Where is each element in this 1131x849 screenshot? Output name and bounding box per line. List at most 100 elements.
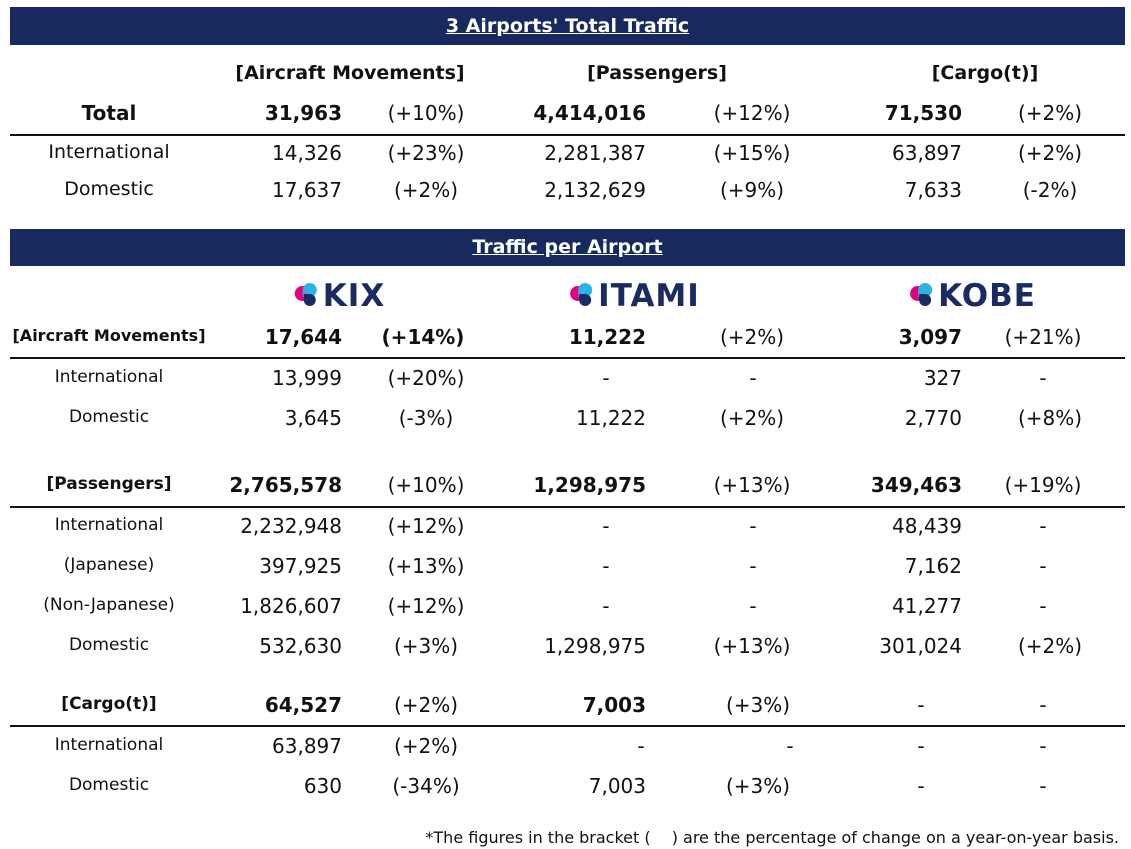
kobe-pct: -	[1039, 514, 1047, 538]
passengers-pct: (+12%)	[713, 101, 791, 125]
cargo-section-header: [Cargo(t)]	[61, 694, 157, 714]
total-row: Total 31,963 (+10%) 4,414,016 (+12%) 71,…	[0, 101, 1131, 131]
aircraft-value: 17,637	[272, 178, 342, 202]
kix-logo: KIX	[294, 278, 386, 314]
cargo-value: 7,633	[904, 178, 962, 202]
kobe-pct: (+2%)	[1017, 634, 1083, 658]
kobe-value: 48,439	[892, 514, 962, 538]
kix-logo-text: KIX	[322, 278, 386, 314]
kix-pct: (+12%)	[387, 514, 465, 538]
footnote: *The figures in the bracket ( ) are the …	[425, 828, 1119, 847]
itami-pct: (+3%)	[725, 693, 791, 717]
row-label: International	[54, 735, 164, 755]
kobe-value: 41,277	[892, 594, 962, 618]
row-label: International	[54, 367, 164, 387]
itami-value: 1,298,975	[533, 473, 646, 497]
kix-pct: (+2%)	[393, 734, 459, 758]
itami-pct: (+13%)	[713, 473, 791, 497]
cargo-total-row: [Cargo(t)] 64,527 (+2%) 7,003 (+3%) - -	[0, 693, 1131, 723]
passengers-value: 2,132,629	[544, 178, 646, 202]
kix-pct: (+13%)	[387, 554, 465, 578]
row-label: (Non-Japanese)	[43, 595, 175, 615]
itami-value: -	[637, 734, 645, 758]
passengers-value: 4,414,016	[533, 101, 646, 125]
itami-pct: -	[749, 366, 757, 390]
kix-value: 630	[303, 774, 342, 798]
itami-value: -	[602, 514, 610, 538]
kobe-value: 349,463	[870, 473, 962, 497]
kix-value: 17,644	[264, 325, 342, 349]
itami-logo: ITAMI	[570, 278, 700, 314]
itami-value: -	[602, 594, 610, 618]
kix-value: 13,999	[272, 366, 342, 390]
airport-pin-logo-icon	[570, 283, 594, 309]
cargo-domestic-row: Domestic 630 (-34%) 7,003 (+3%) - -	[0, 774, 1131, 804]
row-label: (Japanese)	[63, 555, 155, 575]
header-aircraft-movements: [Aircraft Movements]	[235, 62, 465, 84]
header-passengers: [Passengers]	[587, 62, 727, 84]
aircraft-international-row: International 13,999 (+20%) - - 327 -	[0, 366, 1131, 396]
aircraft-total-row: [Aircraft Movements] 17,644 (+14%) 11,22…	[0, 325, 1131, 355]
kobe-pct: -	[1039, 366, 1047, 390]
kobe-value: 3,097	[898, 325, 962, 349]
aircraft-pct: (+10%)	[387, 101, 465, 125]
per-airport-title: Traffic per Airport	[472, 236, 663, 258]
kobe-logo-text: KOBE	[938, 278, 1036, 314]
total-domestic-row: Domestic 17,637 (+2%) 2,132,629 (+9%) 7,…	[0, 178, 1131, 208]
passengers-international-row: International 2,232,948 (+12%) - - 48,43…	[0, 514, 1131, 544]
cargo-pct: (-2%)	[1022, 178, 1078, 202]
itami-value: 11,222	[568, 325, 646, 349]
cargo-pct: (+2%)	[1017, 141, 1083, 165]
divider	[10, 506, 1125, 508]
kix-pct: (-3%)	[398, 406, 454, 430]
itami-value: 7,003	[582, 693, 646, 717]
aircraft-value: 14,326	[272, 141, 342, 165]
aircraft-pct: (+23%)	[387, 141, 465, 165]
itami-logo-text: ITAMI	[598, 278, 700, 314]
passengers-value: 2,281,387	[544, 141, 646, 165]
total-traffic-title-bar: 3 Airports' Total Traffic	[10, 7, 1125, 45]
passengers-japanese-row: (Japanese) 397,925 (+13%) - - 7,162 -	[0, 554, 1131, 584]
itami-value: -	[602, 366, 610, 390]
kobe-logo: KOBE	[910, 278, 1036, 314]
itami-pct: (+2%)	[719, 325, 785, 349]
kobe-pct: -	[1039, 554, 1047, 578]
itami-pct: (+13%)	[713, 634, 791, 658]
row-label: Domestic	[68, 775, 150, 795]
row-label: International	[54, 515, 164, 535]
passengers-pct: (+9%)	[719, 178, 785, 202]
aircraft-domestic-row: Domestic 3,645 (-3%) 11,222 (+2%) 2,770 …	[0, 406, 1131, 436]
kobe-pct: -	[1039, 774, 1047, 798]
kix-pct: (+10%)	[387, 473, 465, 497]
cargo-value: 63,897	[892, 141, 962, 165]
itami-pct: -	[749, 594, 757, 618]
total-international-row: International 14,326 (+23%) 2,281,387 (+…	[0, 141, 1131, 171]
kobe-value: 2,770	[904, 406, 962, 430]
kix-pct: (+3%)	[393, 634, 459, 658]
kix-value: 397,925	[259, 554, 342, 578]
kobe-pct: -	[1039, 693, 1047, 717]
row-label: Domestic	[64, 178, 154, 200]
row-label: Domestic	[68, 407, 150, 427]
kix-value: 2,765,578	[229, 473, 342, 497]
divider	[10, 134, 1125, 136]
per-airport-title-bar: Traffic per Airport	[10, 229, 1125, 266]
kix-value: 532,630	[259, 634, 342, 658]
passengers-pct: (+15%)	[713, 141, 791, 165]
cargo-international-row: International 63,897 (+2%) - - - -	[0, 734, 1131, 764]
kobe-value: 327	[923, 366, 962, 390]
itami-pct: (+2%)	[719, 406, 785, 430]
row-label: Domestic	[68, 635, 150, 655]
kix-value: 63,897	[272, 734, 342, 758]
kobe-value: -	[917, 774, 925, 798]
kobe-value: 301,024	[879, 634, 962, 658]
divider	[10, 725, 1125, 727]
itami-pct: -	[786, 734, 794, 758]
kix-value: 64,527	[264, 693, 342, 717]
kobe-pct: (+19%)	[1004, 473, 1082, 497]
row-label: International	[48, 141, 170, 163]
kix-pct: (+20%)	[387, 366, 465, 390]
kobe-pct: (+8%)	[1017, 406, 1083, 430]
passengers-total-row: [Passengers] 2,765,578 (+10%) 1,298,975 …	[0, 473, 1131, 503]
itami-pct: -	[749, 514, 757, 538]
